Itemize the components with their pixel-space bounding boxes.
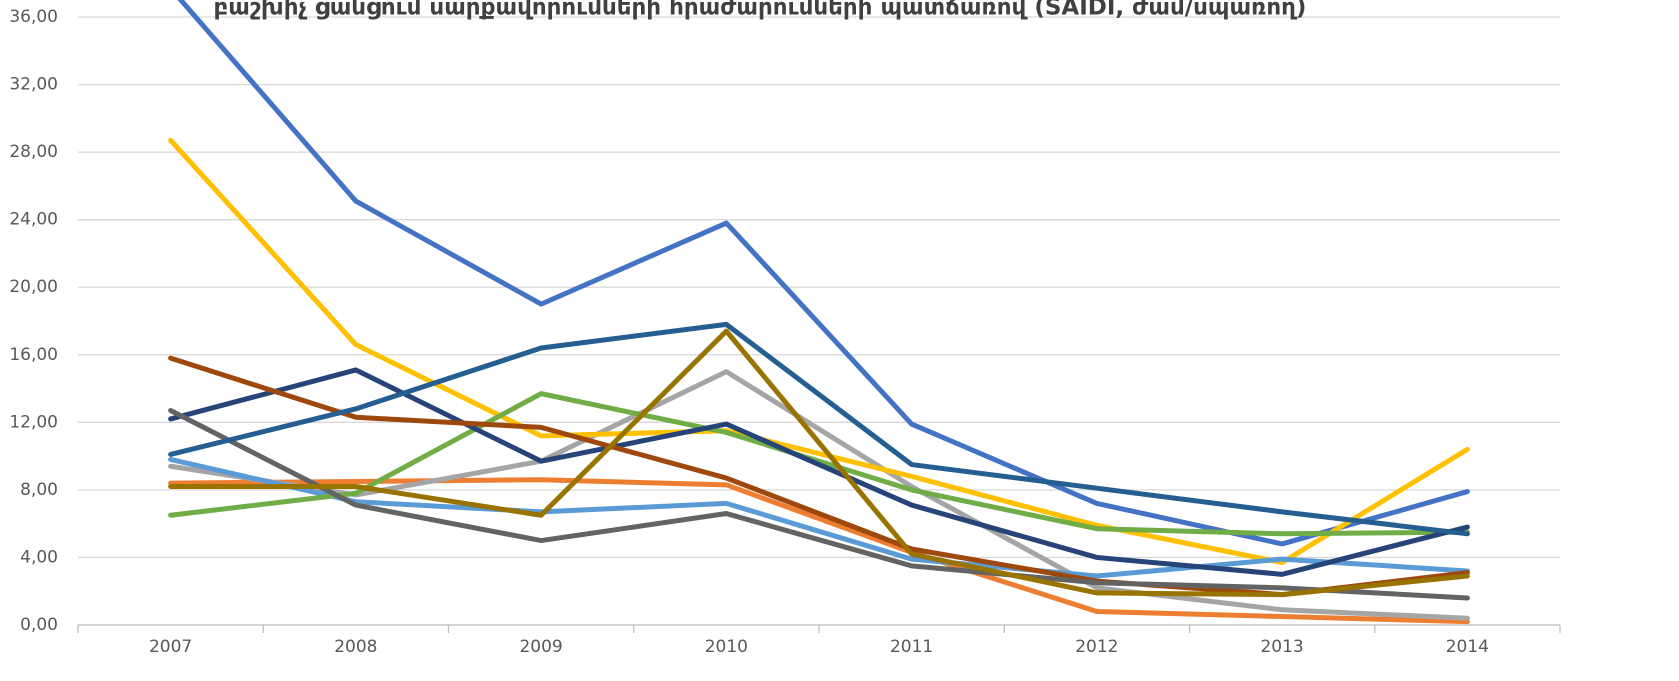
series-line — [168, 477, 1470, 625]
series-line — [168, 367, 1470, 577]
x-tick-label: 2012 — [1075, 637, 1118, 657]
labels: 0,00 4,00 8,00 12,00 16,00 20,00 24,00 28,00 32,… — [9, 7, 1489, 657]
y-tick-label: 4,00 — [20, 547, 58, 567]
series-line — [168, 369, 1470, 621]
y-tick-label: 36,00 — [9, 7, 58, 27]
x-tick-label: 2010 — [705, 637, 748, 657]
plot-area — [168, 0, 1470, 625]
series-line — [168, 391, 1470, 537]
y-tick-label: 20,00 — [9, 277, 58, 297]
x-tick-label: 2013 — [1260, 637, 1303, 657]
series-line — [168, 328, 1470, 598]
y-tick-label: 12,00 — [9, 412, 58, 432]
series-line — [168, 456, 1470, 579]
y-tick-label: 24,00 — [9, 210, 58, 230]
y-tick-label: 32,00 — [9, 75, 58, 95]
series-line — [168, 137, 1470, 566]
y-tick-label: 16,00 — [9, 345, 58, 365]
y-tick-label: 8,00 — [20, 480, 58, 500]
x-tick-label: 2009 — [519, 637, 562, 657]
chart-title: բաշխիչ ցանցում սարքավորումների հրաժարում… — [214, 0, 1307, 21]
x-tick-label: 2011 — [890, 637, 933, 657]
x-tick-label: 2014 — [1446, 637, 1489, 657]
series-line — [168, 408, 1470, 601]
y-tick-label: 28,00 — [9, 142, 58, 162]
series-line — [177, 0, 1470, 547]
x-tick-label: 2008 — [334, 637, 377, 657]
series-line — [168, 321, 1470, 537]
x-tick-label: 2007 — [149, 637, 192, 657]
y-tick-label: 0,00 — [20, 615, 58, 635]
